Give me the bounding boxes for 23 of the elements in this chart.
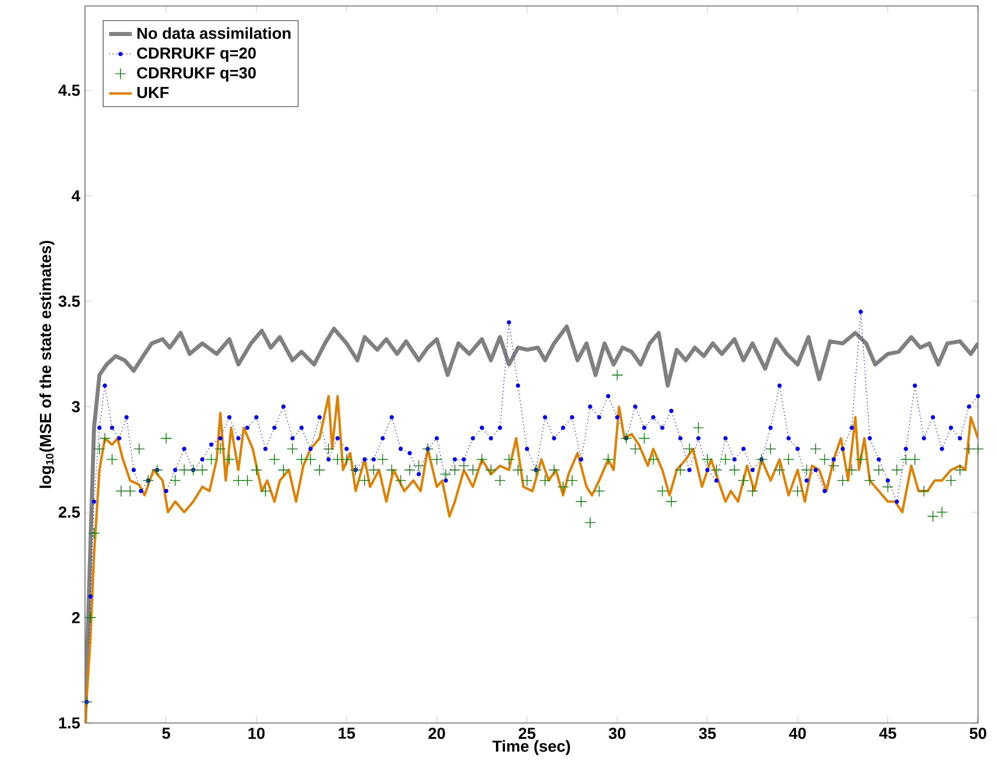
y-axis-title: log$_{10}$(MSE of the state estimates) (39, 240, 54, 488)
x-tick-label: 20 (428, 728, 445, 739)
x-axis-title: Time (sec) (492, 740, 570, 755)
legend-label: UKF (137, 87, 169, 98)
y-tick-label: 4 (72, 190, 80, 202)
x-tick-label: 40 (788, 728, 806, 739)
y-tick-label: 2.5 (58, 506, 80, 518)
legend-label: CDRRUKF q=20 (137, 47, 256, 62)
x-tick-label: 15 (338, 728, 356, 739)
x-tick-label: 10 (248, 728, 265, 739)
x-tick-label: 45 (879, 728, 896, 739)
y-tick-label: 3.5 (58, 296, 80, 307)
x-tick-label: 30 (608, 728, 626, 740)
x-tick-label: 50 (970, 728, 986, 739)
y-tick-label: 1.5 (59, 717, 80, 729)
x-tick-label: 5 (162, 728, 170, 739)
legend-label: CDRRUKF q=30 (137, 67, 256, 82)
legend-label: No data assimilation (138, 27, 290, 39)
y-tick-label: 2 (72, 612, 80, 624)
x-tick-label: 35 (698, 728, 716, 740)
y-tick-label: 4.5 (58, 84, 80, 96)
x-tick-label: 25 (518, 728, 536, 739)
y-tick-label: 3 (72, 401, 80, 412)
